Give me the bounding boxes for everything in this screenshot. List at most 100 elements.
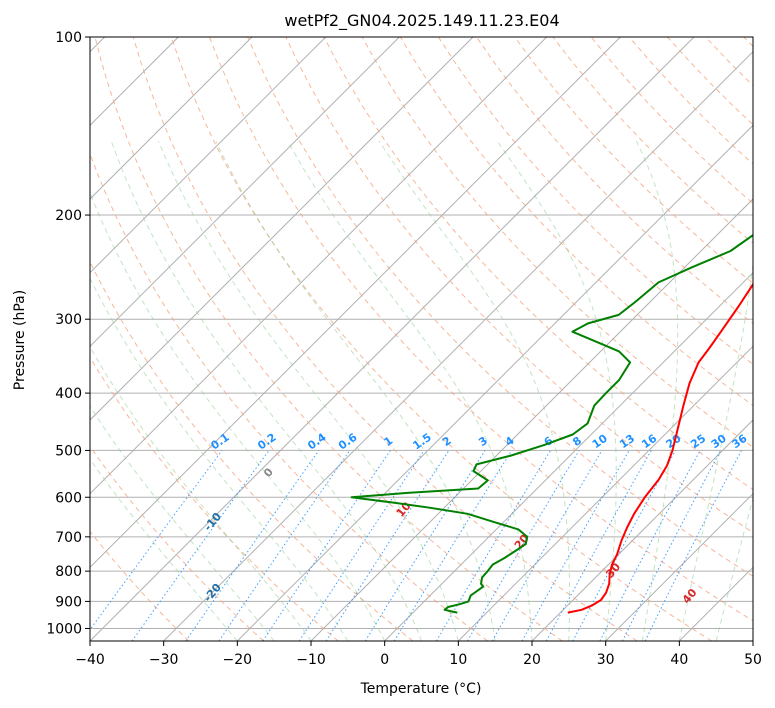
y-tick-label: 200	[55, 208, 82, 224]
y-axis-ticks: 100 200 300 400 500 600 700 800 900 1000	[46, 30, 90, 637]
dry-adiabat-line	[90, 445, 264, 641]
mixing-ratio-label: 8	[570, 434, 584, 449]
dry-adiabat-line	[285, 37, 753, 534]
y-tick-label: 100	[55, 30, 82, 46]
mixing-ratio-line	[262, 450, 391, 641]
isotherm-line	[531, 419, 753, 641]
mixing-ratio-line	[521, 450, 630, 641]
mixing-ratio-line	[218, 450, 351, 641]
x-tick-label: 50	[744, 652, 762, 668]
chart-title: wetPf2_GN04.2025.149.11.23.E04	[284, 11, 559, 31]
y-tick-label: 600	[55, 490, 82, 506]
x-axis-label: Temperature (°C)	[360, 681, 482, 697]
moist-adiabat-line	[287, 140, 533, 641]
x-axis-ticks: −40 −30 −20 −10 0 10 20 30 40 50	[75, 641, 762, 668]
plot-frame	[89, 36, 754, 642]
dry-adiabat-line	[247, 37, 753, 577]
mixing-ratio-label: 3	[476, 434, 490, 449]
y-tick-label: 1000	[46, 621, 82, 637]
moist-adiabat-line	[378, 140, 571, 641]
isotherm-line	[90, 37, 695, 641]
moist-adiabat-line	[496, 140, 617, 641]
mixing-ratio-line	[545, 450, 652, 641]
moist-adiabat-line	[90, 346, 312, 641]
profile-line	[567, 282, 753, 614]
dry-adiabat-line	[399, 37, 753, 407]
line-labels: 0.1 0.2 0.4 0.6 1 1.5 2 3 4 6 8 10 13 16 20 25 30 36-20-1…	[201, 430, 750, 606]
moist-adiabat-line	[215, 140, 496, 641]
moist-adiabat-line	[635, 140, 679, 641]
y-tick-label: 500	[55, 443, 82, 459]
x-tick-label: −10	[296, 652, 326, 668]
x-tick-label: −30	[149, 652, 179, 668]
mixing-ratio-label: 1.5	[410, 431, 433, 453]
moist-adiabat-line	[678, 260, 753, 641]
mixing-ratio-line	[364, 450, 486, 641]
dry-adiabat-line	[667, 37, 753, 126]
mixing-ratio-line	[185, 450, 320, 641]
mixing-ratio-line	[90, 450, 223, 631]
y-tick-label: 400	[55, 386, 82, 402]
dry-adiabat-line	[90, 152, 488, 641]
dry-adiabat-label: -10	[201, 510, 224, 534]
dry-adiabat-line	[90, 356, 339, 641]
moist-adiabat-line	[90, 277, 349, 641]
dry-adiabat-line	[170, 37, 712, 641]
mixing-ratio-line	[298, 450, 425, 641]
profile-traces	[350, 233, 753, 614]
dry-adiabat-line	[514, 37, 753, 284]
profile-line	[350, 233, 753, 614]
isotherm-line	[90, 37, 474, 421]
x-tick-label: 30	[597, 652, 615, 668]
y-tick-label: 800	[55, 564, 82, 580]
isotherm-line	[163, 50, 753, 641]
y-axis-label: Pressure (hPa)	[12, 290, 28, 390]
x-tick-label: 10	[449, 652, 467, 668]
mixing-ratio-label: 25	[688, 432, 708, 451]
isotherm-line	[90, 37, 253, 200]
moist-adiabat-line	[158, 141, 459, 641]
isotherm-line	[90, 37, 327, 274]
isotherm-line	[90, 37, 400, 348]
mixing-ratio-label: 10	[590, 432, 610, 452]
moist-adiabat-label: 20	[512, 532, 532, 552]
moist-adiabat-line	[715, 496, 753, 641]
moist-adiabat-label: 0	[261, 465, 276, 479]
moist-adiabat-label: 40	[680, 586, 700, 606]
mixing-ratio-label: 0.2	[255, 431, 278, 453]
moist-adiabat-line	[110, 141, 422, 641]
dry-adiabat-line	[90, 260, 414, 641]
dry-adiabat-line	[132, 37, 638, 641]
background-lines	[90, 37, 753, 641]
isotherm-line	[90, 37, 621, 569]
isotherm-line	[236, 124, 753, 641]
mixing-ratio-line	[325, 450, 450, 641]
mixing-ratio-label: 0.4	[305, 430, 329, 452]
dry-adiabat-line	[743, 37, 753, 48]
mixing-ratio-line	[393, 450, 513, 641]
y-tick-label: 300	[55, 312, 82, 328]
mixing-ratio-label: 0.1	[208, 431, 231, 453]
x-tick-label: 40	[670, 652, 688, 668]
mixing-ratio-label: 30	[709, 432, 729, 452]
mixing-ratio-line	[131, 450, 270, 641]
isotherm-line	[457, 345, 753, 641]
mixing-ratio-label: 13	[617, 432, 637, 451]
dry-adiabat-line	[209, 37, 753, 622]
x-tick-label: −40	[75, 652, 105, 668]
isotherm-line	[605, 492, 753, 641]
isotherm-line	[752, 640, 753, 641]
isotherm-line	[384, 271, 753, 641]
isotherm-line	[90, 37, 548, 495]
x-tick-label: −20	[223, 652, 253, 668]
moist-adiabat-line	[90, 191, 386, 641]
x-tick-label: 20	[523, 652, 541, 668]
y-tick-label: 700	[55, 530, 82, 546]
isotherm-line	[310, 198, 753, 641]
mixing-ratio-line	[644, 450, 742, 641]
isotherm-line	[678, 566, 753, 641]
dry-adiabat-line	[437, 37, 753, 365]
mixing-ratio-label: 1	[382, 434, 396, 449]
mixing-ratio-label: 16	[639, 432, 659, 452]
mixing-ratio-line	[621, 450, 722, 641]
